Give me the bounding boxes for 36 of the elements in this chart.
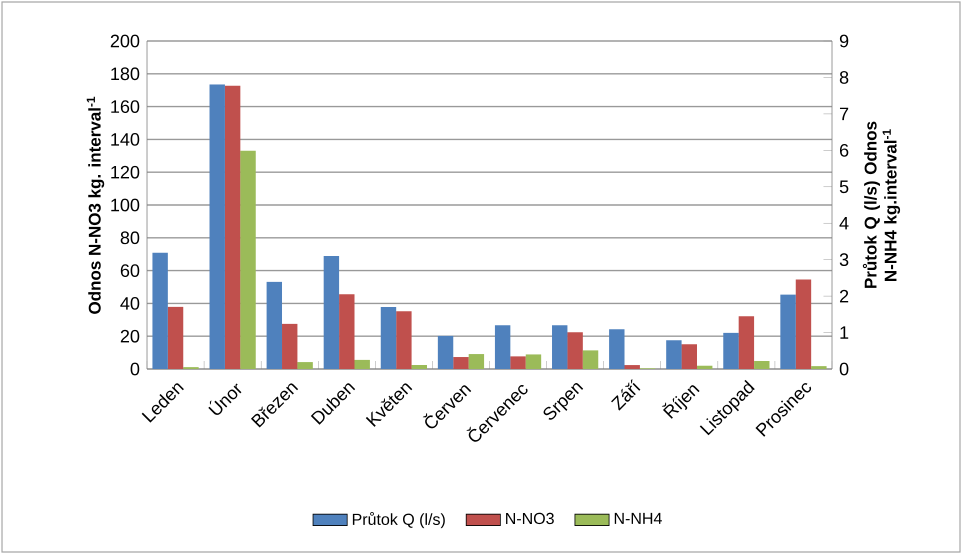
legend-label: N-NO3 xyxy=(506,512,554,524)
y2-tick-label: 8 xyxy=(840,71,848,84)
bar xyxy=(624,365,640,370)
y-tick-label: 180 xyxy=(111,67,140,80)
y2-tick-label: 6 xyxy=(840,144,848,157)
y-tick-label: 160 xyxy=(111,100,140,113)
y-axis-title: Odnos N-NO3 kg. interval$^{-1}$ xyxy=(86,96,104,314)
legend-label: Průtok Q (l/s) xyxy=(352,512,445,528)
y-tick-label: 120 xyxy=(111,166,140,179)
y2-tick-label: 3 xyxy=(840,253,848,266)
y-tick-label: 0 xyxy=(130,362,140,376)
y-tick-label: 40 xyxy=(120,297,140,310)
y-tick-label: 200 xyxy=(110,34,140,48)
bar xyxy=(494,325,510,370)
y2-tick-label: 4 xyxy=(839,217,849,230)
y-tick-label: 60 xyxy=(120,264,140,277)
y2-axis-title: Průtok Q (l/s) Odnos N-NH4 kg.interval$^{-1}$ xyxy=(862,122,900,288)
bar xyxy=(297,362,313,370)
y-tick-label: 80 xyxy=(120,231,140,244)
y2-tick-label: 9 xyxy=(840,34,848,48)
y2-tick-label: 0 xyxy=(840,362,848,376)
bar xyxy=(412,365,428,370)
bar xyxy=(354,360,370,370)
bar xyxy=(811,366,827,370)
y-tick-label: 20 xyxy=(120,330,140,343)
bar xyxy=(438,336,454,370)
y2-tick-label: 1 xyxy=(840,326,848,339)
y-tick-label: 140 xyxy=(111,133,140,146)
bar xyxy=(697,366,712,370)
y2-tick-label: 7 xyxy=(840,108,848,120)
y-tick-label: 100 xyxy=(111,198,140,212)
bar xyxy=(609,329,625,370)
y2-tick-label: 5 xyxy=(840,180,848,194)
bar xyxy=(754,360,770,370)
legend-label: N-NH4 xyxy=(614,512,662,524)
y2-tick-label: 2 xyxy=(840,290,848,302)
